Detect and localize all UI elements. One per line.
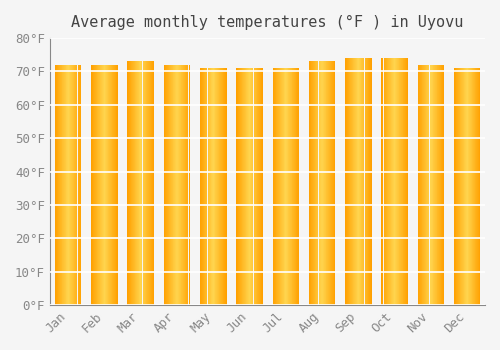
Title: Average monthly temperatures (°F ) in Uyovu: Average monthly temperatures (°F ) in Uy… (71, 15, 464, 30)
